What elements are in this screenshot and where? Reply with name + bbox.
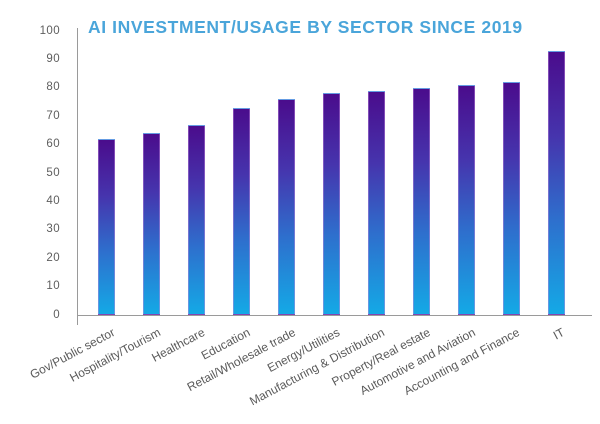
y-tick-label-100: 100	[39, 24, 60, 37]
category-label: IT	[551, 325, 568, 343]
y-tick-label-90: 90	[46, 52, 60, 65]
y-tick-label-0: 0	[53, 308, 60, 321]
y-tick-label-80: 80	[46, 81, 60, 94]
y-tick-label-30: 30	[46, 223, 60, 236]
y-tick-label-60: 60	[46, 138, 60, 151]
bar-Retail/Wholesale trade	[277, 99, 295, 315]
bar-Gov/Public sector	[98, 138, 115, 315]
y-axis-line	[77, 28, 78, 325]
y-tick-label-40: 40	[46, 194, 60, 207]
bar-Healthcare	[187, 124, 205, 315]
bar-IT	[547, 50, 565, 315]
bar-Manufacturing & Distribution	[367, 90, 385, 315]
bar-Hospitality/Tourism	[142, 133, 160, 315]
bar-Education	[232, 107, 250, 315]
bar-Accounting and Finance	[502, 82, 520, 315]
bar-Energy/Utilities	[322, 93, 340, 315]
x-axis-line	[77, 315, 592, 316]
y-tick-label-70: 70	[46, 109, 60, 122]
chart-title: AI INVESTMENT/USAGE BY SECTOR SINCE 2019	[88, 17, 523, 37]
y-tick-label-20: 20	[46, 251, 60, 264]
y-tick-label-10: 10	[46, 280, 60, 293]
bar-Property/Real estate	[412, 87, 430, 315]
bar-Automotive and Aviation	[457, 84, 475, 315]
y-tick-label-50: 50	[46, 166, 60, 179]
